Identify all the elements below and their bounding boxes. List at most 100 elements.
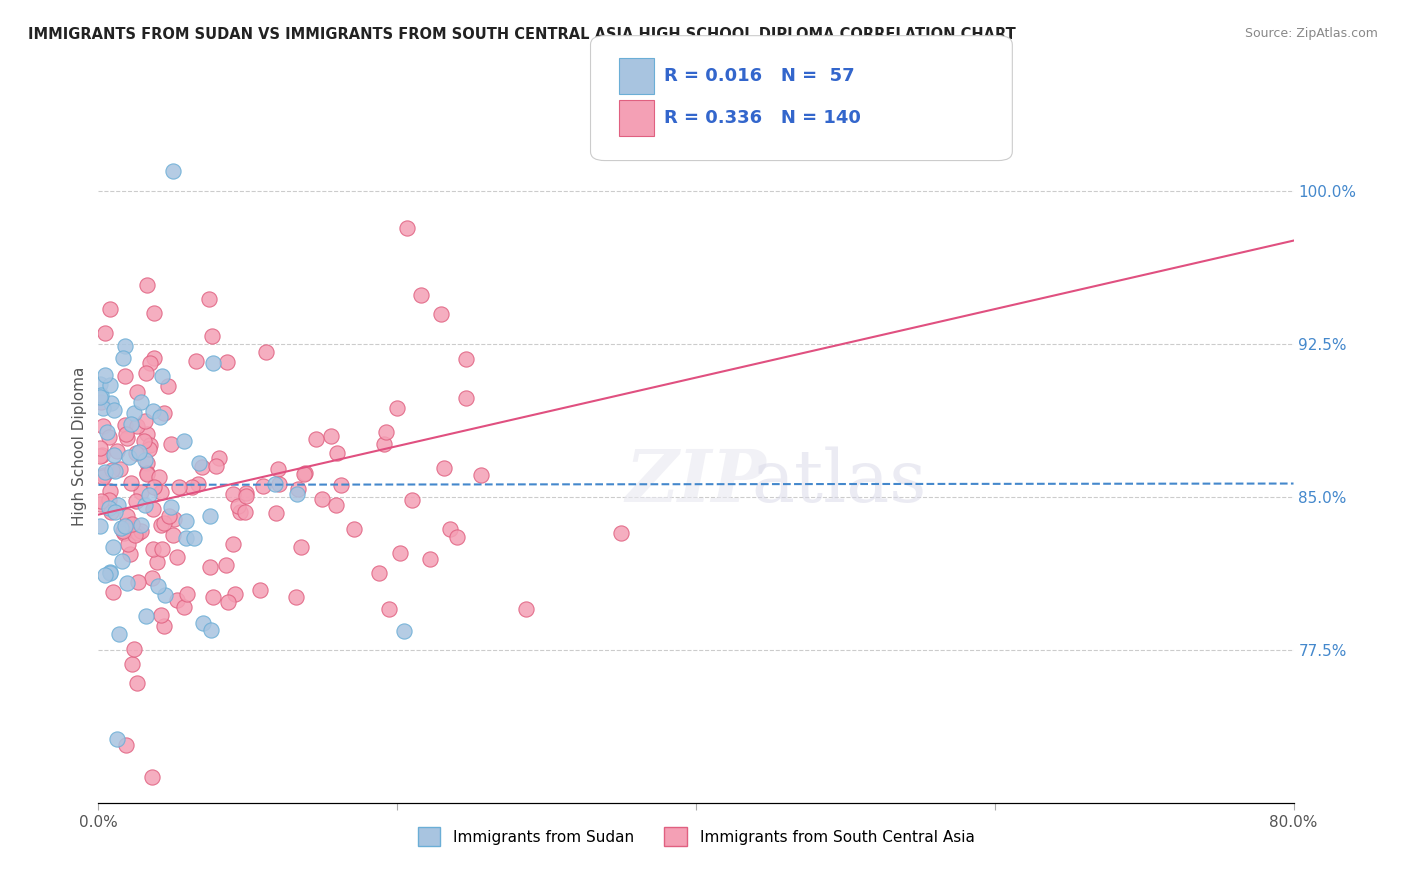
Immigrants from South Central Asia xyxy=(285,591,308,605)
Immigrants from South Central Asia xyxy=(373,436,395,450)
Immigrants from South Central Asia xyxy=(439,522,461,536)
Immigrants from South Central Asia xyxy=(97,430,120,444)
Immigrants from South Central Asia xyxy=(89,441,111,455)
Immigrants from South Central Asia xyxy=(125,494,148,508)
Immigrants from South Central Asia xyxy=(166,592,188,607)
Immigrants from South Central Asia xyxy=(105,444,128,458)
Immigrants from Sudan xyxy=(174,531,197,545)
Immigrants from Sudan xyxy=(108,626,131,640)
Immigrants from South Central Asia xyxy=(609,526,631,541)
Immigrants from South Central Asia xyxy=(173,600,195,615)
Immigrants from Sudan xyxy=(98,566,121,580)
Immigrants from South Central Asia xyxy=(249,582,271,597)
Immigrants from South Central Asia xyxy=(115,426,138,441)
Immigrants from South Central Asia xyxy=(90,494,112,508)
Immigrants from Sudan xyxy=(111,554,134,568)
Immigrants from South Central Asia xyxy=(217,595,239,609)
Immigrants from South Central Asia xyxy=(148,469,170,483)
Immigrants from South Central Asia xyxy=(294,466,316,480)
Immigrants from South Central Asia xyxy=(112,525,135,540)
Immigrants from South Central Asia xyxy=(433,461,456,475)
Immigrants from South Central Asia xyxy=(150,607,173,622)
Immigrants from Sudan xyxy=(394,624,416,638)
Immigrants from Sudan xyxy=(93,568,115,582)
Immigrants from South Central Asia xyxy=(141,501,163,516)
Immigrants from South Central Asia xyxy=(222,487,245,501)
Immigrants from South Central Asia xyxy=(134,414,156,428)
Immigrants from Sudan xyxy=(129,395,152,409)
Immigrants from South Central Asia xyxy=(287,482,309,496)
Immigrants from Sudan xyxy=(100,396,122,410)
Immigrants from South Central Asia xyxy=(470,467,492,482)
Immigrants from South Central Asia xyxy=(117,431,139,445)
Immigrants from Sudan xyxy=(110,521,132,535)
Immigrants from South Central Asia xyxy=(127,676,149,690)
Immigrants from Sudan xyxy=(134,453,156,467)
Immigrants from South Central Asia xyxy=(142,541,165,556)
Immigrants from South Central Asia xyxy=(94,326,117,340)
Immigrants from South Central Asia xyxy=(136,457,159,471)
Immigrants from South Central Asia xyxy=(319,428,342,442)
Immigrants from South Central Asia xyxy=(135,467,157,481)
Immigrants from South Central Asia xyxy=(143,479,166,493)
Immigrants from South Central Asia xyxy=(226,499,249,513)
Immigrants from South Central Asia xyxy=(157,508,180,523)
Immigrants from South Central Asia xyxy=(122,642,145,657)
Immigrants from South Central Asia xyxy=(103,584,125,599)
Text: R = 0.336   N = 140: R = 0.336 N = 140 xyxy=(664,109,860,127)
Immigrants from South Central Asia xyxy=(515,602,537,616)
Immigrants from South Central Asia xyxy=(89,449,111,463)
Immigrants from South Central Asia xyxy=(176,587,198,601)
Immigrants from South Central Asia xyxy=(160,436,183,450)
Immigrants from Sudan xyxy=(201,356,224,370)
Immigrants from South Central Asia xyxy=(98,301,121,316)
Immigrants from South Central Asia xyxy=(387,401,409,416)
Immigrants from South Central Asia xyxy=(143,306,166,320)
Immigrants from South Central Asia xyxy=(153,407,176,421)
Immigrants from South Central Asia xyxy=(269,476,291,491)
Immigrants from South Central Asia xyxy=(204,458,226,473)
Immigrants from South Central Asia xyxy=(135,366,157,380)
Immigrants from South Central Asia xyxy=(150,542,173,557)
Immigrants from Sudan xyxy=(104,506,127,520)
Immigrants from South Central Asia xyxy=(329,478,352,492)
Immigrants from South Central Asia xyxy=(401,492,423,507)
Immigrants from South Central Asia xyxy=(200,328,222,343)
Immigrants from South Central Asia xyxy=(149,517,172,532)
Immigrants from South Central Asia xyxy=(378,601,401,615)
Immigrants from South Central Asia xyxy=(138,355,160,369)
Immigrants from Sudan xyxy=(128,444,150,458)
Immigrants from South Central Asia xyxy=(202,590,225,604)
Immigrants from Sudan xyxy=(187,457,209,471)
Immigrants from South Central Asia xyxy=(114,418,136,433)
Immigrants from Sudan xyxy=(103,403,125,417)
Immigrants from Sudan xyxy=(90,388,112,402)
Immigrants from South Central Asia xyxy=(153,619,176,633)
Immigrants from Sudan xyxy=(146,579,169,593)
Immigrants from South Central Asia xyxy=(186,354,208,368)
Immigrants from Sudan xyxy=(98,377,121,392)
Immigrants from Sudan xyxy=(115,576,138,591)
Immigrants from South Central Asia xyxy=(292,467,315,481)
Immigrants from Sudan xyxy=(174,514,197,528)
Immigrants from South Central Asia xyxy=(325,498,347,512)
Immigrants from South Central Asia xyxy=(135,278,157,293)
Immigrants from South Central Asia xyxy=(98,493,121,508)
Immigrants from South Central Asia xyxy=(124,528,146,542)
Immigrants from South Central Asia xyxy=(215,354,238,368)
Immigrants from South Central Asia xyxy=(446,531,468,545)
Immigrants from South Central Asia xyxy=(419,551,441,566)
Legend: Immigrants from Sudan, Immigrants from South Central Asia: Immigrants from Sudan, Immigrants from S… xyxy=(412,822,980,852)
Immigrants from South Central Asia xyxy=(304,432,326,446)
Immigrants from South Central Asia xyxy=(411,288,433,302)
Immigrants from Sudan xyxy=(91,401,114,415)
Immigrants from Sudan xyxy=(287,487,309,501)
Immigrants from South Central Asia xyxy=(163,512,186,526)
Immigrants from South Central Asia xyxy=(114,368,136,383)
Immigrants from South Central Asia xyxy=(157,379,180,393)
Immigrants from South Central Asia xyxy=(98,483,121,498)
Immigrants from Sudan xyxy=(104,463,127,477)
Immigrants from South Central Asia xyxy=(267,462,290,476)
Immigrants from Sudan xyxy=(114,339,136,353)
Immigrants from South Central Asia xyxy=(129,524,152,539)
